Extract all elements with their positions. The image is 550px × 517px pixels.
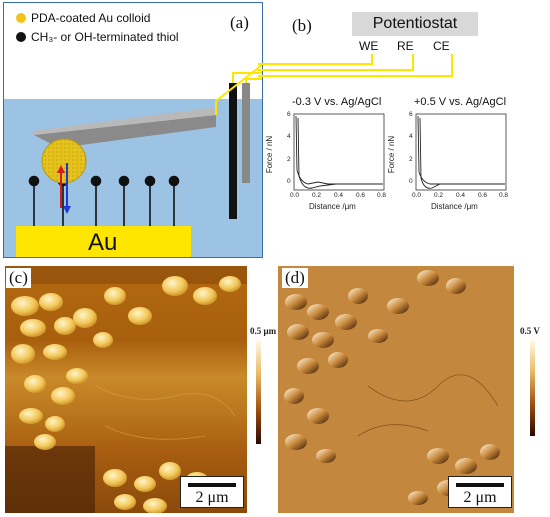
panel-c-label: (c) (6, 268, 31, 288)
plot2-ytick-2: 2 (409, 156, 413, 163)
reference-electrode (229, 83, 237, 219)
scalebar-c: 2 μm (180, 476, 244, 508)
force-curve-plot-2 (415, 113, 507, 191)
counter-electrode (242, 83, 250, 183)
plot1-xlabel: Distance /μm (309, 202, 356, 211)
plot1-xtick-4: 0.8 (377, 192, 387, 199)
schematic-panel-a: PDA-coated Au colloid CH₃- or OH-termina… (3, 2, 263, 258)
scalebar-c-line (188, 483, 236, 487)
scalebar-d-line (456, 483, 504, 487)
panel-a-label: (a) (230, 13, 249, 32)
afm-deflection-image (278, 266, 514, 513)
plot1-title: -0.3 V vs. Ag/AgCl (292, 96, 382, 108)
force-curve-plot-1 (293, 113, 385, 191)
potentiostat-box: Potentiostat (352, 12, 478, 36)
scalebar-d-text: 2 μm (463, 489, 497, 506)
thiol-dot-icon (16, 32, 26, 42)
plot2-ytick-4: 4 (409, 133, 413, 140)
plot2-xtick-1: 0.2 (434, 192, 444, 199)
legend-colloid-text: PDA-coated Au colloid (31, 11, 151, 25)
plot1-ytick-6: 6 (287, 111, 291, 118)
colorbar-c-label: 0.5 μm (250, 326, 277, 336)
au-label: Au (88, 229, 118, 256)
plot2-ytick-0: 0 (409, 178, 413, 185)
plot2-xtick-3: 0.6 (478, 192, 488, 199)
approach-curve (417, 115, 505, 185)
retract-curve (419, 117, 505, 189)
plot1-xtick-0: 0.0 (290, 192, 300, 199)
au-substrate (16, 226, 191, 257)
plot1-xtick-2: 0.4 (334, 192, 344, 199)
plot1-xtick-1: 0.2 (312, 192, 322, 199)
plot1-ylabel: Force / nN (265, 135, 275, 174)
plot1-ytick-2: 2 (287, 156, 291, 163)
colloid-dot-icon (16, 13, 26, 23)
scalebar-d: 2 μm (448, 476, 512, 508)
electrode-ce: CE (433, 39, 450, 53)
approach-curve (295, 115, 383, 185)
colorbar-d (530, 340, 535, 436)
plot1-ytick-0: 0 (287, 178, 291, 185)
plot2-ylabel: Force / nN (387, 135, 397, 174)
panel-b-label: (b) (292, 16, 312, 35)
plot2-title: +0.5 V vs. Ag/AgCl (414, 96, 507, 108)
legend-item-thiol: CH₃- or OH-terminated thiol (16, 30, 179, 44)
legend-thiol-text: CH₃- or OH-terminated thiol (31, 30, 179, 44)
colorbar-c (256, 340, 261, 444)
legend-item-colloid: PDA-coated Au colloid (16, 11, 150, 25)
plot1-ytick-4: 4 (287, 133, 291, 140)
plot2-ytick-6: 6 (409, 111, 413, 118)
scalebar-c-text: 2 μm (195, 489, 229, 506)
wires (258, 54, 453, 77)
panel-d-label: (d) (282, 268, 308, 288)
plot1-xtick-3: 0.6 (356, 192, 366, 199)
plot2-xtick-2: 0.4 (456, 192, 466, 199)
electrode-re: RE (397, 39, 414, 53)
retract-curve (297, 117, 383, 189)
colorbar-d-label: 0.5 V (520, 326, 540, 336)
schematic-drawing (4, 64, 262, 257)
afm-topography-image (5, 266, 247, 513)
plot2-xlabel: Distance /μm (431, 202, 478, 211)
cantilever (34, 115, 216, 148)
plot2-xtick-4: 0.8 (499, 192, 509, 199)
electrode-we: WE (359, 39, 379, 53)
plot2-xtick-0: 0.0 (412, 192, 422, 199)
